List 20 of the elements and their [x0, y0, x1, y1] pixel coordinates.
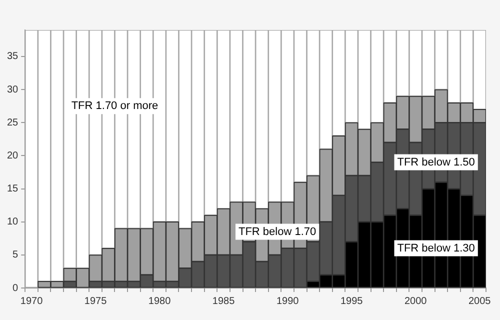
series-label: TFR below 1.50 [397, 156, 475, 168]
x-tick-label: 2005 [468, 296, 492, 307]
x-tick-label: 1980 [148, 296, 172, 307]
y-tick-label: 25 [7, 117, 19, 128]
y-tick-label: 5 [12, 250, 19, 261]
y-tick-label: 15 [7, 184, 19, 195]
x-tick-label: 1975 [84, 296, 108, 307]
y-tick-label: 20 [7, 150, 19, 162]
y-tick-label: 35 [7, 51, 19, 62]
x-tick-label: 1970 [20, 296, 44, 307]
series-label: TFR below 1.70 [238, 226, 316, 238]
x-tick-label: 2000 [404, 296, 428, 307]
y-tick-label: 0 [12, 282, 19, 294]
series-label: TFR below 1.30 [397, 242, 475, 254]
y-tick-label: 30 [7, 84, 19, 96]
x-tick-label: 1985 [212, 296, 236, 307]
series-label: TFR 1.70 or more [71, 100, 158, 112]
y-tick-label: 10 [7, 216, 19, 228]
x-tick-label: 1990 [276, 296, 300, 307]
x-tick-label: 1995 [340, 296, 364, 307]
